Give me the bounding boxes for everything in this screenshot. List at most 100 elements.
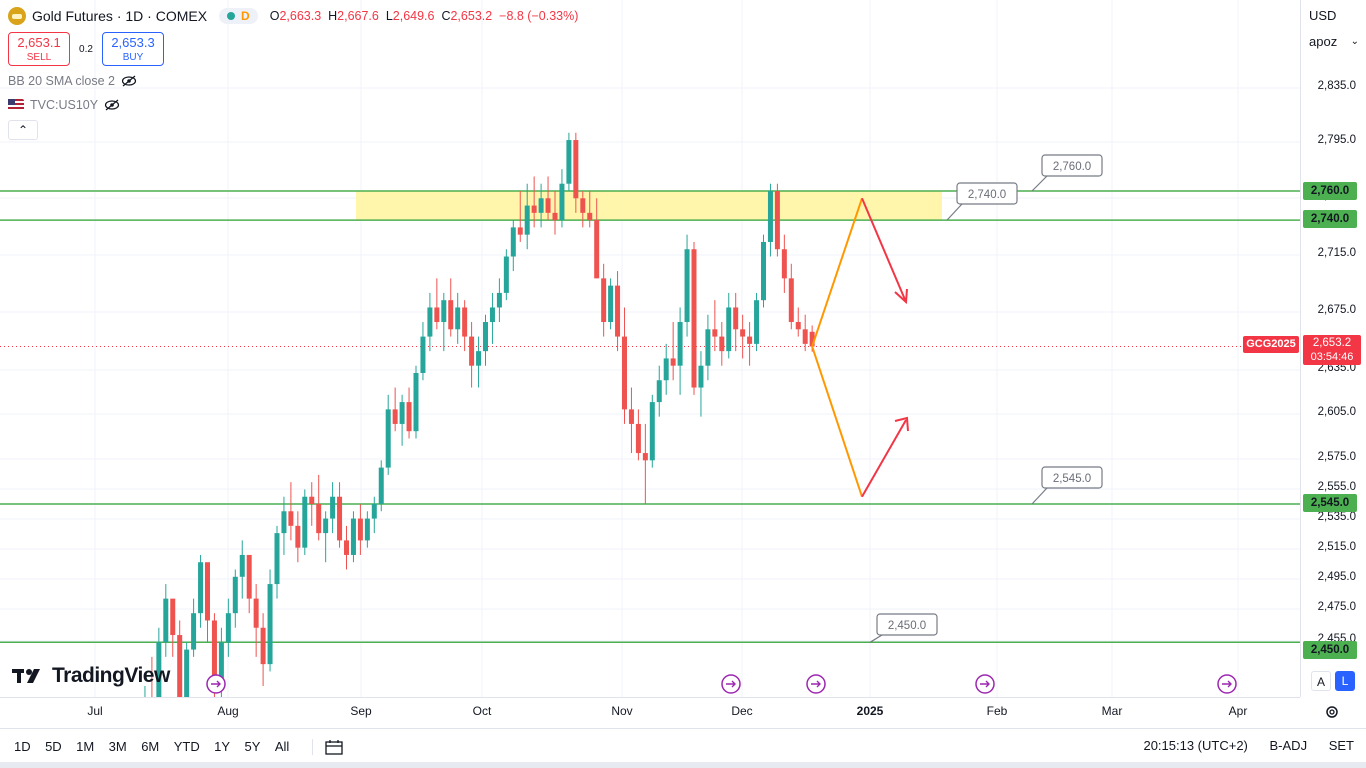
indicator-us10y-label: TVC:US10Y (30, 98, 99, 112)
candle-body (392, 409, 398, 424)
range-5d[interactable]: 5D (45, 739, 62, 754)
gear-icon[interactable] (1324, 704, 1340, 720)
indicator-us10y[interactable]: TVC:US10Y (8, 98, 120, 112)
price-tick: 2,515.0 (1317, 541, 1356, 553)
candle-body (357, 518, 363, 541)
tradingview-logo[interactable]: TradingView (12, 664, 170, 688)
range-1d[interactable]: 1D (14, 739, 31, 754)
candle-body (260, 627, 266, 665)
log-scale-button[interactable]: L (1335, 671, 1355, 691)
chart-pane[interactable]: 2,760.0 2,740.0 2,545.0 2,450.0 Gold Future… (0, 0, 1300, 697)
price-tick: 2,575.0 (1317, 451, 1356, 463)
collapse-legend-button[interactable]: ⌃ (8, 120, 38, 140)
range-1m[interactable]: 1M (76, 739, 95, 754)
current-price-tag: 2,653.2 03:54:46 (1303, 335, 1361, 365)
callout-label: 2,450.0 (888, 620, 926, 632)
candle-body (566, 140, 572, 184)
symbol-title[interactable]: Gold Futures · 1D · COMEX (32, 8, 208, 24)
symbol-price-tag: GCG2025 (1243, 336, 1299, 353)
clock[interactable]: 20:15:13 (UTC+2) (1143, 738, 1248, 753)
range-3m[interactable]: 3M (108, 739, 127, 754)
time-axis[interactable]: Jul Aug Sep Oct Nov Dec 2025 Feb Mar Apr (0, 697, 1300, 725)
candle-body (517, 227, 523, 235)
candle-body (184, 649, 190, 697)
candle-body (385, 409, 391, 468)
candle-body (350, 518, 356, 555)
eye-hidden-icon[interactable] (121, 75, 137, 87)
market-status-pill[interactable]: D (219, 8, 258, 24)
range-all[interactable]: All (274, 739, 290, 754)
candle-body (441, 300, 447, 323)
candle-body (795, 322, 801, 330)
adjustment-toggle[interactable]: B-ADJ (1269, 738, 1308, 753)
candle-body (489, 307, 495, 323)
symbol-legend: Gold Futures · 1D · COMEX D O2,663.3 H2,… (8, 7, 578, 25)
candle-body (448, 300, 454, 330)
bar-countdown: 03:54:46 (1310, 351, 1354, 363)
candle-body (406, 402, 412, 432)
tv-brand-icon (12, 669, 40, 683)
time-tick: Apr (1228, 704, 1248, 718)
candle-body (295, 525, 301, 548)
candle-body (608, 285, 614, 323)
candle-body (211, 620, 217, 686)
candle-body (594, 220, 600, 279)
range-6m[interactable]: 6M (141, 739, 160, 754)
price-tick: 2,555.0 (1317, 481, 1356, 493)
candle-body (420, 336, 426, 373)
price-scale[interactable]: USD apoz⌄ 2,835.02,795.02,755.02,715.02,… (1300, 0, 1366, 697)
candle-body (239, 554, 245, 577)
price-tick: 2,605.0 (1317, 406, 1356, 418)
auto-scale-button[interactable]: A (1311, 671, 1331, 691)
candle-body (622, 336, 627, 410)
candle-body (503, 256, 509, 293)
callout-label: 2,760.0 (1053, 161, 1091, 173)
event-marker-icon[interactable] (721, 674, 741, 694)
price-chart[interactable]: 2,760.0 2,740.0 2,545.0 2,450.0 (0, 0, 1300, 697)
level-tag-2545: 2,545.0 (1303, 494, 1357, 512)
range-5y[interactable]: 5Y (244, 739, 261, 754)
currency-select[interactable]: USD (1309, 8, 1337, 23)
price-tick: 2,635.0 (1317, 362, 1356, 374)
callout-leader (946, 203, 963, 221)
ohlc-values: O2,663.3 H2,667.6 L2,649.6 C2,653.2 −8.8… (269, 9, 579, 23)
sell-button[interactable]: 2,653.1 SELL (8, 32, 70, 66)
range-ytd[interactable]: YTD (173, 739, 200, 754)
indicator-bb[interactable]: BB 20 SMA close 2 (8, 74, 137, 88)
time-tick: Aug (217, 704, 239, 718)
event-marker-icon[interactable] (975, 674, 995, 694)
level-tag-2740: 2,740.0 (1303, 210, 1357, 228)
candle-body (733, 307, 739, 330)
eye-hidden-icon[interactable] (104, 99, 120, 111)
level-tag-2760: 2,760.0 (1303, 182, 1357, 200)
candle-body (726, 307, 732, 352)
calendar-goto-icon[interactable] (325, 739, 345, 755)
event-marker-icon[interactable] (206, 674, 226, 694)
candle-body (642, 453, 648, 461)
candle-body (302, 496, 308, 548)
price-tick: 2,835.0 (1317, 80, 1356, 92)
event-marker-icon[interactable] (1217, 674, 1237, 694)
candle-body (684, 249, 690, 323)
candle-body (316, 504, 322, 534)
candle-body (323, 518, 329, 534)
resistance-zone (356, 191, 942, 221)
buy-button[interactable]: 2,653.3 BUY (102, 32, 164, 66)
range-1y[interactable]: 1Y (214, 739, 231, 754)
dividend-flash-icon[interactable] (806, 674, 826, 694)
candle-body (177, 635, 183, 697)
candle-body (253, 598, 259, 628)
scale-mode-select[interactable]: apoz ⌄ (1305, 30, 1361, 54)
candle-body (371, 504, 377, 519)
candle-body (344, 540, 349, 555)
candle-body (510, 227, 516, 257)
candle-body (628, 409, 634, 424)
session-toggle[interactable]: SET (1328, 738, 1354, 753)
candle-body (378, 467, 384, 504)
price-tick: 2,675.0 (1317, 304, 1356, 316)
candle-body (649, 402, 655, 461)
candle-body (587, 212, 593, 221)
candle-body (191, 613, 197, 650)
candle-body (740, 329, 746, 337)
arrow-head-down-icon (894, 288, 908, 305)
